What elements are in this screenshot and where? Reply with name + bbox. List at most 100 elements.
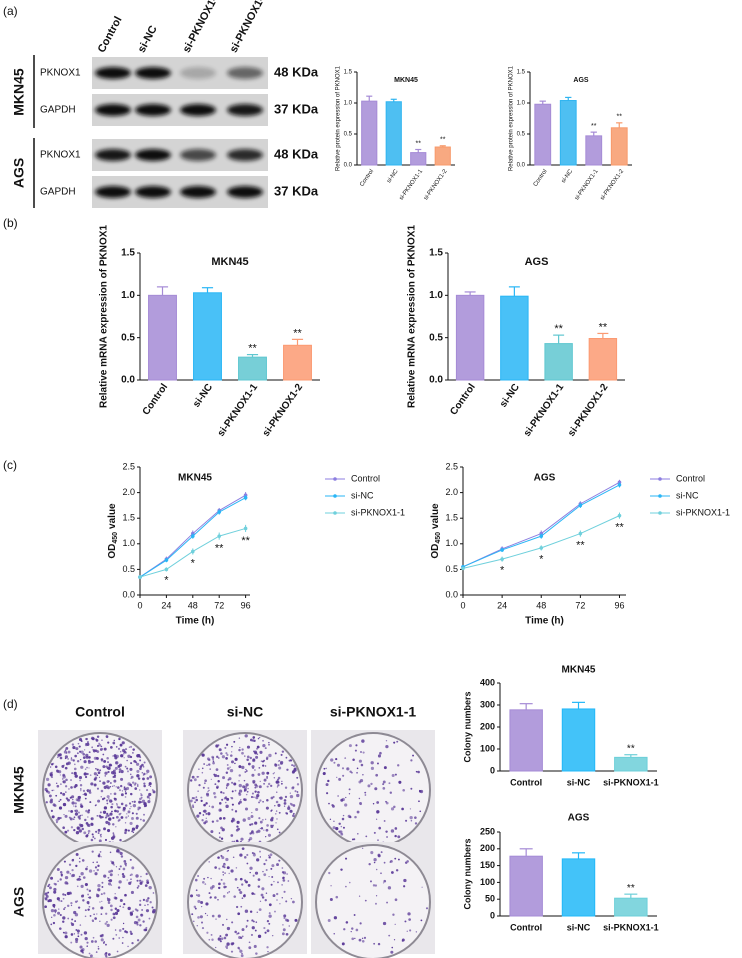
colony-dot: [149, 775, 153, 779]
legend-label: si-PKNOX1-1: [676, 507, 730, 517]
colony-dot: [131, 827, 136, 831]
x-tick-label: Control: [533, 169, 549, 188]
colony-dot: [385, 740, 388, 742]
colony-dot: [129, 783, 132, 787]
colony-dot: [208, 763, 211, 766]
colony-dot: [247, 816, 251, 821]
colony-dot: [391, 773, 395, 777]
colony-dot: [64, 749, 67, 751]
colony-dot: [395, 869, 399, 872]
colony-dot: [226, 797, 230, 801]
colony-dot: [94, 940, 97, 943]
colony-dot: [95, 951, 98, 953]
colony-dot: [68, 891, 72, 895]
colony-dot: [382, 921, 387, 926]
colony-dot: [403, 885, 406, 888]
colony-dot: [117, 886, 121, 889]
y-tick-label: 50: [485, 894, 495, 904]
colony-dot: [259, 780, 261, 783]
colony-dot: [393, 741, 396, 744]
colony-dot: [333, 820, 335, 822]
colony-dot: [283, 799, 287, 802]
colony-dot: [135, 816, 139, 820]
colony-dot: [109, 904, 113, 908]
colony-dot: [100, 934, 104, 938]
colony-dot: [72, 745, 76, 750]
colony-dot: [89, 954, 93, 958]
colony-dot: [244, 798, 247, 802]
colony-dot: [56, 756, 59, 759]
colony-dot: [136, 939, 140, 942]
colony-dot: [86, 941, 89, 944]
colony-dot: [127, 754, 131, 758]
colony-dot: [252, 738, 254, 740]
bar: [148, 294, 177, 381]
colony-dot: [214, 896, 217, 899]
bar: [610, 127, 628, 166]
colony-dot: [252, 779, 256, 784]
colony-dot: [243, 785, 248, 790]
y-tick-label: 100: [480, 743, 495, 753]
colony-dot: [122, 936, 124, 939]
colony-dot: [330, 885, 332, 887]
colony-dot: [281, 932, 285, 936]
colony-dot: [72, 858, 75, 861]
point: [191, 534, 195, 538]
colony-column-label: si-NC: [227, 704, 264, 720]
colony-dot: [129, 767, 133, 771]
colony-dot: [124, 822, 127, 824]
colony-dot: [121, 749, 125, 753]
colony-dot: [137, 918, 141, 922]
colony-dot: [83, 760, 87, 764]
colony-dot: [247, 787, 249, 790]
colony-dot: [406, 930, 408, 932]
point: [217, 534, 221, 538]
colony-dot: [273, 880, 275, 883]
colony-dot: [225, 797, 227, 800]
colony-dot: [225, 752, 228, 755]
significance: **: [293, 327, 302, 339]
blot-band: [227, 149, 263, 161]
colony-dot: [113, 784, 115, 787]
colony-dot: [211, 938, 214, 941]
colony-dot: [254, 871, 259, 875]
colony-dot: [91, 833, 94, 836]
colony-dot: [52, 803, 56, 807]
colony-dot: [268, 856, 271, 859]
colony-dot: [132, 752, 134, 754]
colony-dot: [62, 920, 65, 923]
colony-dot: [344, 757, 347, 759]
colony-dot: [283, 914, 287, 918]
colony-dot: [225, 885, 228, 888]
colony-dot: [245, 926, 248, 928]
colony-dot: [284, 786, 288, 789]
colony-dot: [359, 922, 362, 925]
bar: [544, 343, 573, 381]
colony-dot: [123, 786, 126, 789]
colony-dot: [408, 918, 411, 921]
blot-band: [180, 149, 216, 161]
colony-dot: [143, 761, 146, 764]
colony-dot: [142, 766, 145, 768]
colony-dot: [268, 922, 271, 925]
x-tick-label: 24: [497, 600, 507, 610]
colony-dot: [234, 878, 238, 881]
colony-dot: [330, 758, 334, 762]
legend-marker: [333, 494, 337, 498]
x-tick-label: si-NC: [567, 777, 591, 787]
colony-dot: [248, 941, 251, 944]
y-tick-label: 0.5: [429, 332, 443, 343]
colony-dot: [81, 894, 84, 898]
colony-dot: [135, 874, 139, 878]
colony-dot: [260, 827, 264, 830]
x-tick-label: si-NC: [561, 168, 575, 184]
colony-dot: [99, 769, 102, 772]
x-tick-label: si-PKNOX1-1: [399, 168, 425, 201]
colony-dot: [59, 798, 62, 801]
colony-dot: [142, 777, 145, 781]
y-axis-label: Relative protein expression of PKNOX1: [336, 65, 342, 171]
colony-dot: [49, 766, 52, 768]
colony-dot: [90, 782, 94, 786]
colony-dot: [54, 765, 58, 769]
colony-dot: [418, 800, 420, 803]
